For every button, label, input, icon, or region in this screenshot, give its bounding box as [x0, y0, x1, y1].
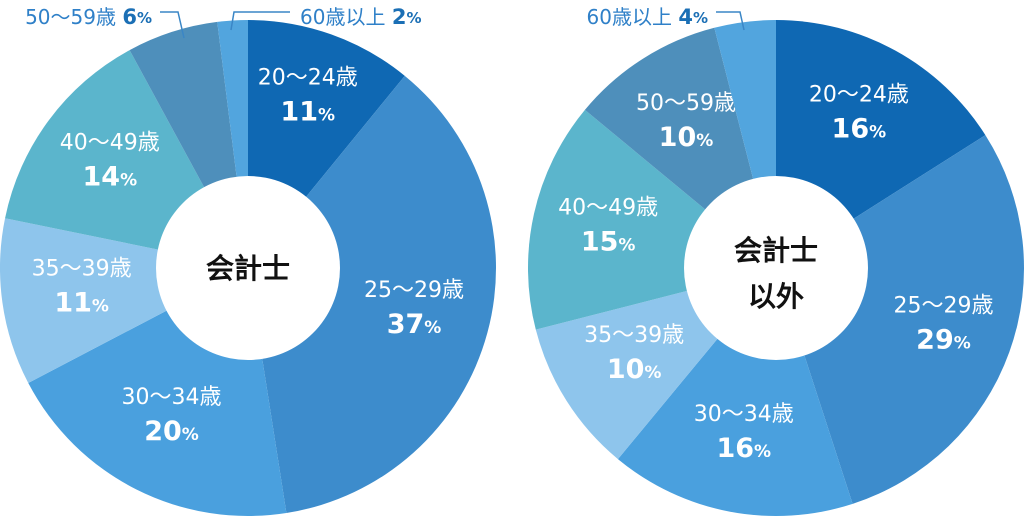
- slice-label: 40〜49歳: [60, 131, 160, 156]
- slice-label: 35〜39歳: [32, 256, 132, 281]
- pie-chart-1: 20〜24歳 11% 25〜29歳 37% 30〜34歳 20% 35〜39歳 11% 40〜4…: [0, 5, 496, 516]
- pie-slice: [776, 135, 1024, 504]
- slice-value-label: 15%: [581, 226, 636, 257]
- pie-chart-2: 20〜24歳 16% 25〜29歳 29% 30〜34歳 16% 35〜39歳 10% 40〜4…: [528, 5, 1024, 516]
- slice-label: 50〜59歳 6%: [25, 5, 152, 30]
- slice-value-label: 16%: [832, 113, 887, 144]
- slice-label: 40〜49歳: [558, 195, 658, 220]
- slice-label: 25〜29歳: [364, 278, 464, 303]
- slice-label: 50〜59歳: [636, 91, 736, 116]
- slice-label: 20〜24歳: [258, 65, 358, 90]
- slice-label: 30〜34歳: [122, 385, 222, 410]
- leader-line: [160, 11, 185, 39]
- slice-value-label: 37%: [387, 309, 442, 340]
- slice-value-label: 11%: [280, 96, 335, 127]
- slice-value-label: 14%: [82, 162, 137, 193]
- slice-label: 25〜29歳: [893, 293, 993, 318]
- slice-label: 60歳以上 2%: [300, 5, 421, 30]
- slice-label: 60歳以上 4%: [587, 5, 708, 30]
- chart-center-label: 会計士: [734, 234, 818, 267]
- slice-value-label: 10%: [659, 122, 714, 153]
- donut-hole: [156, 176, 340, 360]
- slice-value-label: 11%: [54, 287, 109, 318]
- slice-value-label: 10%: [607, 354, 662, 385]
- slice-value-label: 29%: [916, 324, 971, 355]
- pie-slice: [248, 75, 496, 514]
- slice-label: 20〜24歳: [809, 82, 909, 107]
- donut-hole: [684, 176, 868, 360]
- chart-center-label: 会計士: [206, 252, 290, 285]
- slice-label: 30〜34歳: [694, 402, 794, 427]
- slice-label: 35〜39歳: [584, 323, 684, 348]
- slice-value-label: 16%: [716, 433, 771, 464]
- leader-line: [230, 11, 290, 31]
- chart-center-label: 以外: [748, 280, 804, 313]
- leader-line: [716, 11, 745, 31]
- slice-value-label: 20%: [144, 416, 199, 447]
